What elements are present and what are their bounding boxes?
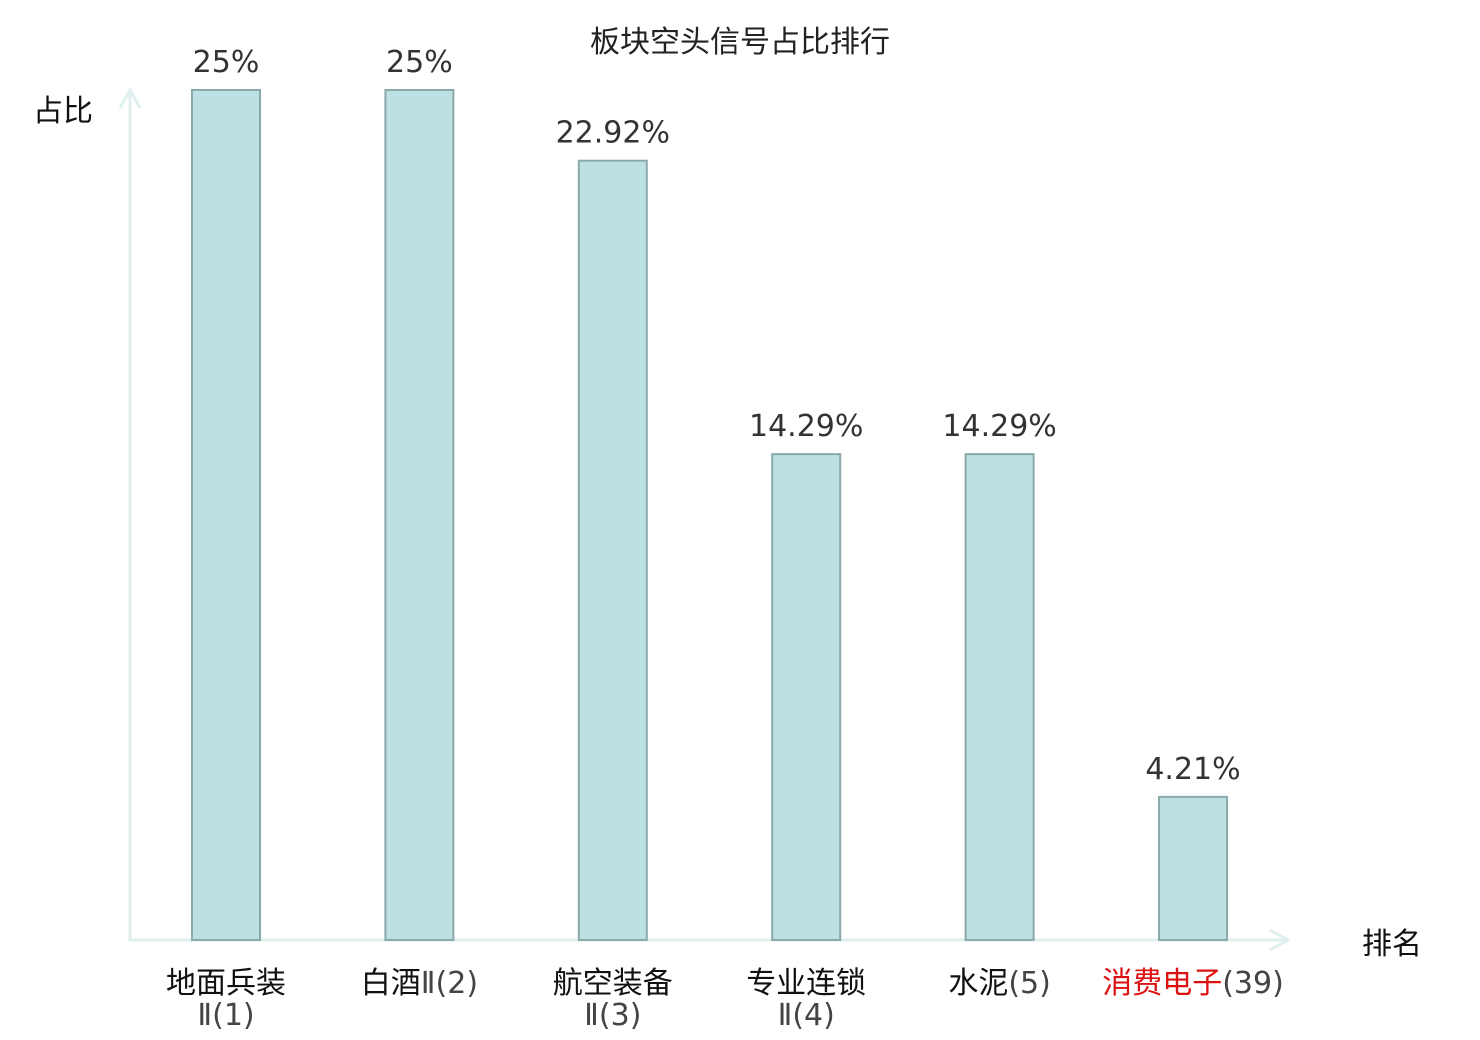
category-suffix: Ⅱ(4) <box>778 998 835 1033</box>
category-suffix: Ⅱ(3) <box>584 998 641 1033</box>
category-label: 地面兵装 <box>166 966 286 1001</box>
category-name: 水泥 <box>948 966 1008 1001</box>
value-labels-group: 25% 25% 22.92% 14.29% 14.29% 4.21% <box>193 45 1241 787</box>
value-label: 4.21% <box>1145 752 1240 787</box>
value-label: 14.29% <box>942 409 1056 444</box>
category-label: 航空装备 <box>553 966 673 1001</box>
x-axis-title: 排名 <box>1362 927 1422 962</box>
x-axis-arrow <box>1269 928 1292 952</box>
bars-group <box>191 89 1228 942</box>
bar <box>1158 795 1228 941</box>
y-axis-title: 占比 <box>33 94 93 129</box>
category-suffix: Ⅱ(2) <box>421 966 478 1001</box>
category-suffix: (39) <box>1222 966 1284 1001</box>
category-label: 专业连锁 <box>746 966 866 1001</box>
chart-title: 板块空头信号占比排行 <box>590 25 890 60</box>
value-label: 14.29% <box>749 409 863 444</box>
value-label: 25% <box>386 45 453 80</box>
bar <box>577 159 648 942</box>
category-label: 消费电子(39) <box>1102 966 1284 1001</box>
category-label: 水泥(5) <box>948 966 1051 1001</box>
category-name: 白酒 <box>361 966 421 1001</box>
y-axis <box>118 86 142 940</box>
bar <box>191 89 261 941</box>
x-axis <box>128 928 1292 952</box>
category-label: 白酒Ⅱ(2) <box>361 966 478 1001</box>
bar <box>771 453 842 941</box>
y-axis-arrow <box>118 86 142 109</box>
category-suffix: Ⅱ(1) <box>197 998 254 1033</box>
bar <box>384 89 455 941</box>
value-label: 25% <box>193 45 260 80</box>
bar <box>964 453 1035 941</box>
category-suffix: (5) <box>1008 966 1051 1001</box>
value-label: 22.92% <box>556 116 670 151</box>
category-name: 消费电子 <box>1102 966 1222 1001</box>
